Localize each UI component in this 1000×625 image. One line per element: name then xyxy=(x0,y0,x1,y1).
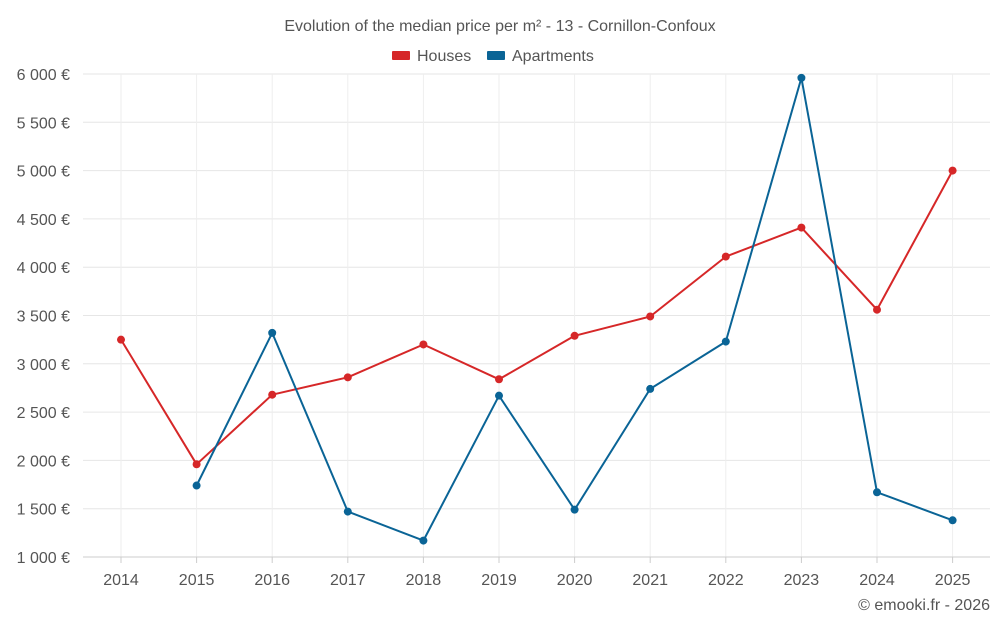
data-point-apartments-2016[interactable] xyxy=(268,328,277,337)
x-tick-label: 2023 xyxy=(784,572,820,589)
y-tick-label: 4 500 € xyxy=(17,212,70,229)
x-tick-label: 2019 xyxy=(481,572,517,589)
series-lines xyxy=(120,76,954,542)
data-point-apartments-2022[interactable] xyxy=(721,337,730,346)
x-tick-label: 2021 xyxy=(632,572,668,589)
data-point-apartments-2021[interactable] xyxy=(646,384,655,393)
y-tick-label: 4 000 € xyxy=(17,260,70,277)
data-point-houses-2023[interactable] xyxy=(797,223,806,232)
chart-title: Evolution of the median price per m² - 1… xyxy=(284,18,715,35)
data-point-houses-2025[interactable] xyxy=(948,166,957,175)
data-point-houses-2014[interactable] xyxy=(117,335,125,344)
legend-item-apartments[interactable]: Apartments xyxy=(487,48,594,65)
data-point-apartments-2017[interactable] xyxy=(343,507,352,516)
y-tick-label: 1 000 € xyxy=(17,550,70,567)
grid xyxy=(83,73,990,558)
data-point-houses-2018[interactable] xyxy=(419,340,428,349)
data-point-apartments-2023[interactable] xyxy=(797,73,806,82)
y-tick-label: 6 000 € xyxy=(17,67,70,84)
legend-label-houses: Houses xyxy=(417,48,471,65)
legend-item-houses[interactable]: Houses xyxy=(392,48,471,65)
x-tick-label: 2020 xyxy=(557,572,593,589)
y-tick-label: 2 500 € xyxy=(17,405,70,422)
data-point-apartments-2020[interactable] xyxy=(570,505,579,514)
y-tick-label: 3 500 € xyxy=(17,309,70,326)
data-point-houses-2021[interactable] xyxy=(646,312,655,321)
x-tick-label: 2025 xyxy=(935,572,971,589)
data-point-houses-2024[interactable] xyxy=(873,305,881,314)
data-point-houses-2015[interactable] xyxy=(192,460,201,469)
data-point-houses-2017[interactable] xyxy=(343,373,352,382)
data-point-houses-2019[interactable] xyxy=(495,375,503,384)
data-point-apartments-2019[interactable] xyxy=(495,391,503,400)
data-point-apartments-2025[interactable] xyxy=(948,516,957,525)
legend[interactable]: Houses Apartments xyxy=(392,48,594,65)
y-tick-label: 5 000 € xyxy=(17,164,70,181)
x-tick-label: 2014 xyxy=(103,572,139,589)
x-tick-label: 2017 xyxy=(330,572,366,589)
x-tick-label: 2018 xyxy=(406,572,442,589)
legend-swatch-houses xyxy=(392,51,410,60)
y-tick-label: 5 500 € xyxy=(17,115,70,132)
y-tick-label: 1 500 € xyxy=(17,502,70,519)
data-point-apartments-2024[interactable] xyxy=(873,488,881,497)
series-line-houses xyxy=(120,170,954,466)
data-point-apartments-2015[interactable] xyxy=(192,481,201,490)
credit-text: © emooki.fr - 2026 xyxy=(858,597,990,614)
axes: 1 000 € 1 500 € 2 000 € 2 500 € 3 000 € 3 500… xyxy=(17,67,990,589)
data-point-apartments-2018[interactable] xyxy=(419,536,428,545)
data-point-houses-2020[interactable] xyxy=(570,331,579,340)
x-tick-label: 2016 xyxy=(254,572,290,589)
data-point-houses-2022[interactable] xyxy=(721,252,730,261)
x-tick-label: 2024 xyxy=(859,572,895,589)
y-tick-label: 3 000 € xyxy=(17,357,70,374)
legend-label-apartments: Apartments xyxy=(512,48,594,65)
series-points xyxy=(117,73,957,545)
y-tick-label: 2 000 € xyxy=(17,453,70,470)
x-tick-label: 2022 xyxy=(708,572,744,589)
legend-swatch-apartments xyxy=(487,51,505,60)
x-tick-label: 2015 xyxy=(179,572,215,589)
data-point-houses-2016[interactable] xyxy=(268,390,277,399)
